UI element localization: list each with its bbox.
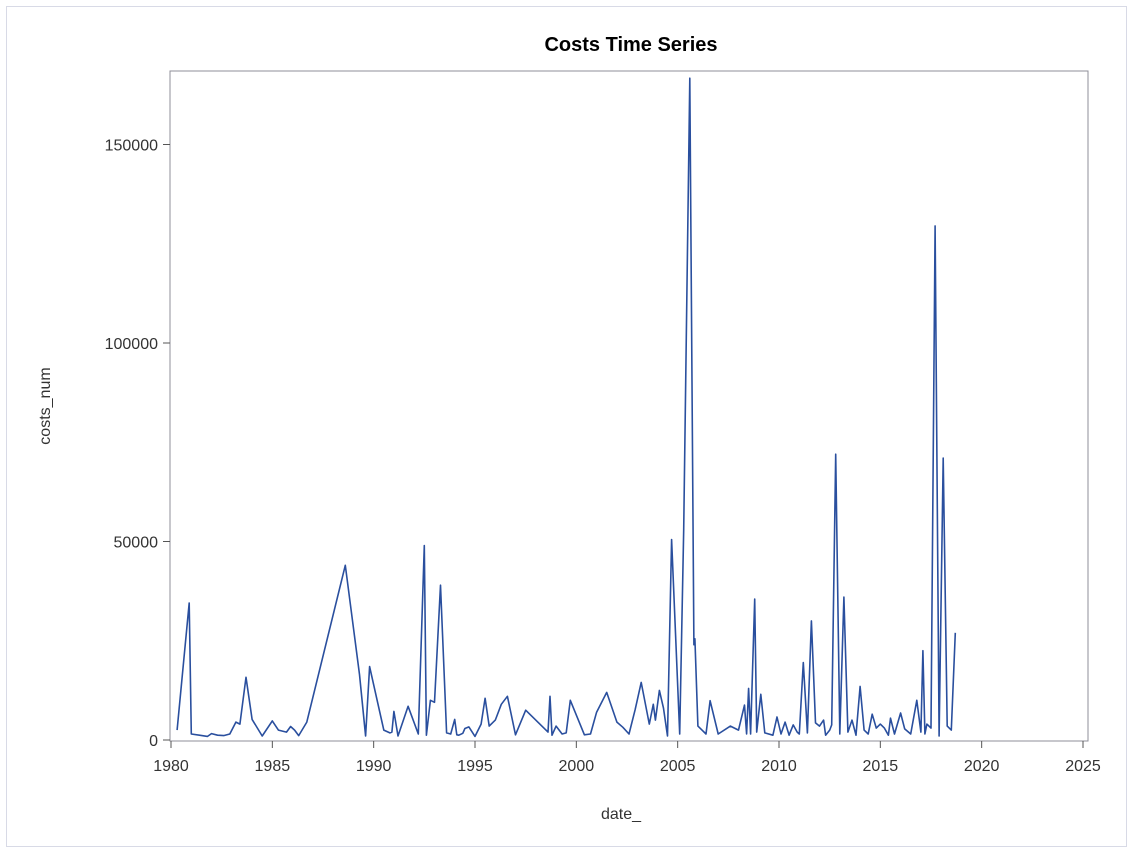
axis-ticks: 1980 1985 1990 1995 2000 2005 2010 2015 2020 2025…: [105, 137, 1101, 775]
x-tick-label: 1995: [457, 758, 493, 775]
series-line: [176, 77, 957, 738]
x-tick-label: 2005: [660, 758, 696, 775]
series-group: [176, 77, 957, 738]
plot-area: [169, 70, 1089, 742]
x-tick-label: 1990: [356, 758, 392, 775]
chart-title: Costs Time Series: [544, 34, 717, 56]
y-tick-label: 50000: [114, 534, 159, 551]
chart-frame: Costs Time Series 1980 1985 1990 1995 2000 20…: [6, 6, 1127, 847]
x-tick-label: 2020: [964, 758, 1000, 775]
y-tick-label: 0: [149, 733, 158, 750]
x-tick-label: 1980: [153, 758, 189, 775]
x-tick-label: 2010: [761, 758, 797, 775]
x-tick-label: 1985: [255, 758, 291, 775]
y-tick-label: 100000: [105, 336, 158, 353]
x-tick-label: 2025: [1065, 758, 1101, 775]
x-tick-label: 2000: [559, 758, 595, 775]
chart: Costs Time Series 1980 1985 1990 1995 2000 20…: [37, 34, 1101, 823]
y-axis-label: costs_num: [37, 367, 54, 444]
x-axis-label: date_: [601, 806, 642, 823]
y-tick-label: 150000: [105, 137, 158, 154]
x-tick-label: 2015: [863, 758, 899, 775]
